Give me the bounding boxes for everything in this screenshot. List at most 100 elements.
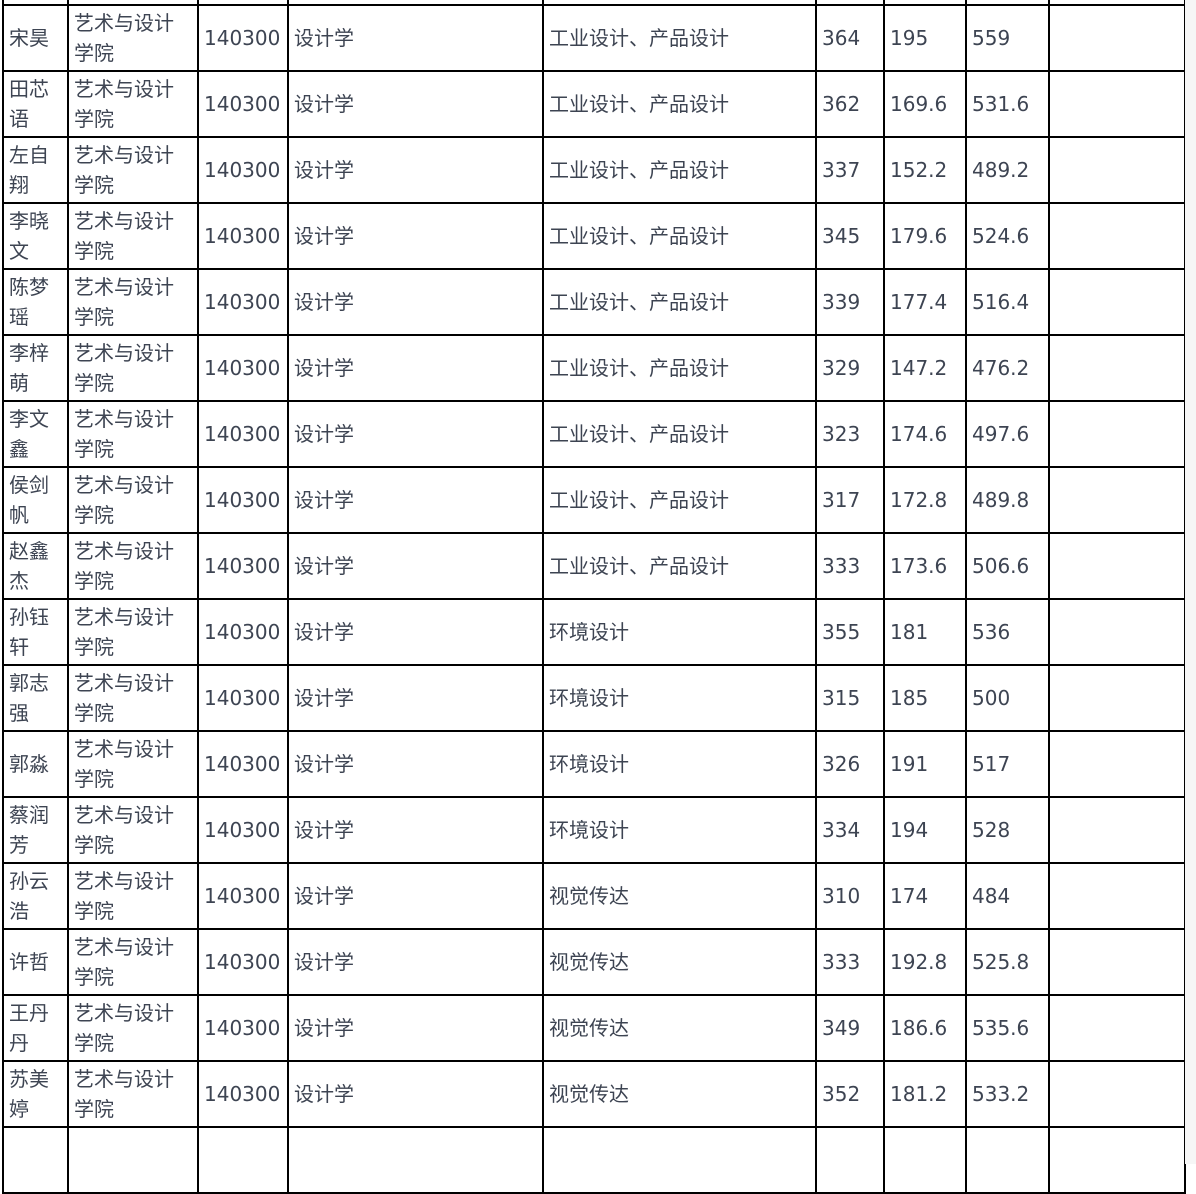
total-score-cell: 517 [965,730,1050,798]
major-cell: 设计学 [287,70,544,138]
initial-score-cell: 364 [815,4,885,72]
college-cell: 艺术与设计学院 [67,796,199,864]
total-score-cell [965,0,1050,6]
major-cell: 设计学 [287,664,544,732]
direction-cell: 视觉传达 [542,1060,817,1128]
retest-score-cell: 181 [883,598,967,666]
remark-cell [1048,994,1186,1062]
major-code-cell: 140300 [197,532,289,600]
table-row: 孙钰轩 艺术与设计学院 140300 设计学 环境设计 355 181 536 [2,598,1186,666]
college-cell: 艺术与设计学院 [67,136,199,204]
direction-cell: 视觉传达 [542,994,817,1062]
college-cell: 艺术与设计学院 [67,862,199,930]
name-cell: 孙钰轩 [2,598,69,666]
remark-cell [1048,334,1186,402]
initial-score-cell: 362 [815,70,885,138]
initial-score-cell: 345 [815,202,885,270]
remark-cell [1048,730,1186,798]
direction-cell: 工业设计、产品设计 [542,202,817,270]
major-code-cell [197,1126,289,1194]
remark-cell [1048,136,1186,204]
retest-score-cell: 177.4 [883,268,967,336]
name-cell: 李晓文 [2,202,69,270]
table-row [2,0,1186,6]
total-score-cell: 531.6 [965,70,1050,138]
table-row: 李梓萌 艺术与设计学院 140300 设计学 工业设计、产品设计 329 147.2 476.… [2,334,1186,402]
remark-cell [1048,796,1186,864]
initial-score-cell: 323 [815,400,885,468]
direction-cell: 工业设计、产品设计 [542,532,817,600]
major-code-cell: 140300 [197,136,289,204]
table-row [2,1126,1186,1194]
major-code-cell: 140300 [197,202,289,270]
college-cell: 艺术与设计学院 [67,268,199,336]
name-cell: 宋昊 [2,4,69,72]
name-cell: 王丹丹 [2,994,69,1062]
direction-cell: 工业设计、产品设计 [542,466,817,534]
total-score-cell: 489.2 [965,136,1050,204]
direction-cell: 环境设计 [542,796,817,864]
name-cell: 苏美婷 [2,1060,69,1128]
total-score-cell: 489.8 [965,466,1050,534]
direction-cell: 环境设计 [542,730,817,798]
major-code-cell: 140300 [197,994,289,1062]
major-code-cell: 140300 [197,796,289,864]
major-cell: 设计学 [287,928,544,996]
initial-score-cell: 317 [815,466,885,534]
college-cell: 艺术与设计学院 [67,1060,199,1128]
retest-score-cell: 147.2 [883,334,967,402]
major-cell: 设计学 [287,466,544,534]
direction-cell: 工业设计、产品设计 [542,400,817,468]
direction-cell: 环境设计 [542,664,817,732]
initial-score-cell: 315 [815,664,885,732]
major-cell: 设计学 [287,730,544,798]
total-score-cell: 535.6 [965,994,1050,1062]
major-cell: 设计学 [287,994,544,1062]
major-cell: 设计学 [287,334,544,402]
total-score-cell: 500 [965,664,1050,732]
total-score-cell: 506.6 [965,532,1050,600]
name-cell: 郭淼 [2,730,69,798]
major-cell: 设计学 [287,796,544,864]
retest-score-cell: 174 [883,862,967,930]
remark-cell [1048,1126,1186,1194]
retest-score-cell [883,0,967,6]
major-cell: 设计学 [287,4,544,72]
table-row: 孙云浩 艺术与设计学院 140300 设计学 视觉传达 310 174 484 [2,862,1186,930]
major-code-cell: 140300 [197,928,289,996]
retest-score-cell: 169.6 [883,70,967,138]
remark-cell [1048,268,1186,336]
college-cell: 艺术与设计学院 [67,466,199,534]
college-cell: 艺术与设计学院 [67,664,199,732]
direction-cell: 视觉传达 [542,928,817,996]
remark-cell [1048,0,1186,6]
table-row: 赵鑫杰 艺术与设计学院 140300 设计学 工业设计、产品设计 333 173.6 506.… [2,532,1186,600]
total-score-cell: 533.2 [965,1060,1050,1128]
table-row: 田芯语 艺术与设计学院 140300 设计学 工业设计、产品设计 362 169.6 531.… [2,70,1186,138]
table-row: 许哲 艺术与设计学院 140300 设计学 视觉传达 333 192.8 525.8 [2,928,1186,996]
name-cell [2,1126,69,1194]
initial-score-cell: 334 [815,796,885,864]
major-cell: 设计学 [287,202,544,270]
direction-cell: 工业设计、产品设计 [542,70,817,138]
major-cell: 设计学 [287,532,544,600]
college-cell: 艺术与设计学院 [67,70,199,138]
total-score-cell: 516.4 [965,268,1050,336]
initial-score-cell: 339 [815,268,885,336]
major-code-cell: 140300 [197,4,289,72]
name-cell: 田芯语 [2,70,69,138]
direction-cell: 工业设计、产品设计 [542,136,817,204]
name-cell: 孙云浩 [2,862,69,930]
retest-score-cell: 173.6 [883,532,967,600]
initial-score-cell: 333 [815,532,885,600]
major-code-cell: 140300 [197,268,289,336]
table-row: 宋昊 艺术与设计学院 140300 设计学 工业设计、产品设计 364 195 559 [2,4,1186,72]
name-cell: 蔡润芳 [2,796,69,864]
major-code-cell: 140300 [197,730,289,798]
retest-score-cell: 194 [883,796,967,864]
major-cell: 设计学 [287,598,544,666]
college-cell: 艺术与设计学院 [67,598,199,666]
college-cell [67,1126,199,1194]
direction-cell [542,1126,817,1194]
table-row: 郭志强 艺术与设计学院 140300 设计学 环境设计 315 185 500 [2,664,1186,732]
